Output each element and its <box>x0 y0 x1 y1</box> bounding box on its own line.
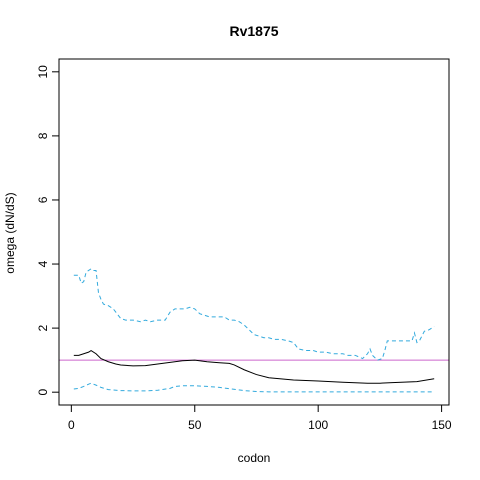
x-tick-label: 100 <box>308 418 328 432</box>
y-tick-label: 2 <box>36 324 50 331</box>
y-axis-label: omega (dN/dS) <box>3 192 17 273</box>
series-lower-bound-line <box>73 382 435 393</box>
y-tick-label: 6 <box>36 196 50 203</box>
y-tick-label: 8 <box>36 132 50 139</box>
y-tick-label: 0 <box>36 389 50 396</box>
series-upper-bound-line <box>73 268 435 361</box>
x-tick-label: 150 <box>432 418 452 432</box>
x-tick-label: 50 <box>188 418 202 432</box>
y-tick-label: 4 <box>36 260 50 267</box>
chart-title: Rv1875 <box>229 23 278 39</box>
series-layer <box>73 268 435 393</box>
y-tick-label: 10 <box>36 65 50 79</box>
series-omega-line <box>73 349 435 384</box>
x-tick-label: 0 <box>68 418 75 432</box>
x-axis-label: codon <box>238 451 271 465</box>
plot-frame <box>58 58 450 406</box>
